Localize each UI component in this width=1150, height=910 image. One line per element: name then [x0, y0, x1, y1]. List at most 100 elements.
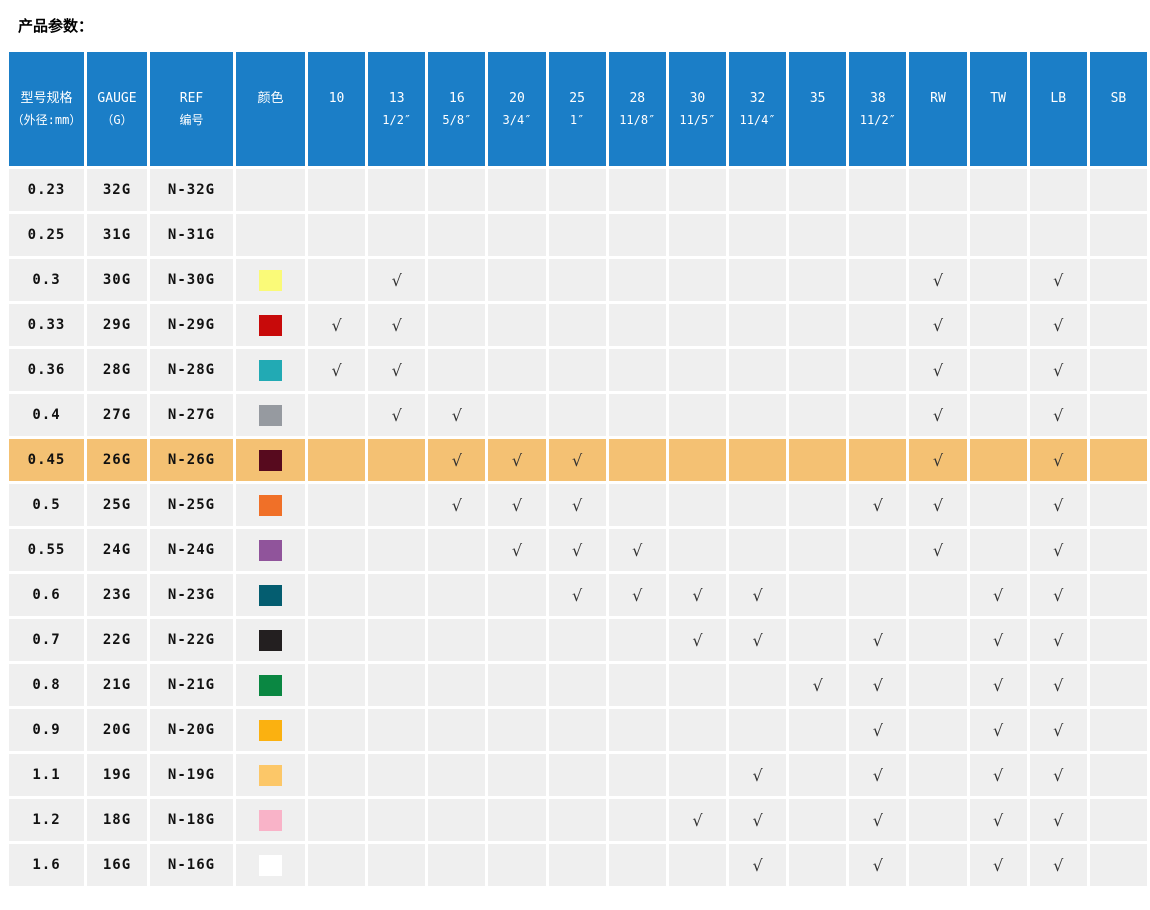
size-inch-label: 5/8″	[442, 113, 472, 127]
ref-cell: N-32G	[150, 169, 233, 211]
size-availability-cell	[728, 304, 787, 346]
table-row: 0.6 23G N-23G √ √ √ √ √ √	[9, 574, 1147, 616]
size-inch-label	[911, 110, 964, 130]
table-row: 0.33 29G N-29G √ √ √ √	[9, 304, 1147, 346]
size-availability-cell: √	[969, 799, 1027, 841]
size-availability-cell	[849, 349, 907, 391]
check-icon: √	[511, 495, 523, 515]
size-availability-cell	[428, 664, 486, 706]
check-icon: √	[632, 585, 643, 605]
size-availability-cell: √	[548, 484, 606, 526]
size-code-label: 38	[870, 91, 886, 106]
ref-cell: N-16G	[150, 844, 233, 886]
size-inch-label	[972, 110, 1025, 130]
size-availability-cell: √	[1029, 844, 1087, 886]
col-header-color-line2	[238, 110, 303, 130]
table-header-row: 型号规格 （外径:mm） GAUGE （G） REF 编号 颜色 10 13 1/2…	[9, 52, 1147, 166]
size-availability-cell: √	[728, 799, 787, 841]
model-cell: 0.6	[9, 574, 84, 616]
size-availability-cell	[308, 754, 366, 796]
size-availability-cell: √	[428, 484, 486, 526]
color-cell	[236, 349, 305, 391]
size-availability-cell	[789, 439, 847, 481]
col-header-size-30: 30 11/5″	[668, 52, 726, 166]
size-availability-cell: √	[1029, 529, 1087, 571]
model-cell: 0.36	[9, 349, 84, 391]
model-cell: 0.25	[9, 214, 84, 256]
check-icon: √	[993, 765, 1004, 785]
size-availability-cell	[428, 169, 486, 211]
size-availability-cell	[849, 574, 907, 616]
size-availability-cell	[608, 259, 666, 301]
size-availability-cell	[488, 214, 546, 256]
size-availability-cell	[488, 754, 546, 796]
size-availability-cell	[969, 529, 1027, 571]
ref-cell: N-21G	[150, 664, 233, 706]
size-availability-cell	[1089, 349, 1147, 391]
color-cell	[236, 484, 305, 526]
check-icon: √	[752, 630, 763, 650]
size-availability-cell	[308, 394, 366, 436]
ref-cell: N-25G	[150, 484, 233, 526]
size-availability-cell	[969, 259, 1027, 301]
size-availability-cell	[308, 439, 366, 481]
size-availability-cell	[308, 484, 366, 526]
gauge-cell: 22G	[87, 619, 147, 661]
size-availability-cell	[308, 574, 366, 616]
size-availability-cell	[608, 844, 666, 886]
size-availability-cell	[308, 664, 366, 706]
model-cell: 0.33	[9, 304, 84, 346]
check-icon: √	[331, 360, 342, 380]
color-swatch	[259, 314, 282, 336]
size-availability-cell: √	[488, 439, 546, 481]
size-availability-cell: √	[849, 664, 907, 706]
size-availability-cell: √	[488, 529, 546, 571]
check-icon: √	[1053, 810, 1064, 830]
check-icon: √	[1053, 855, 1064, 875]
size-availability-cell	[548, 214, 606, 256]
check-icon: √	[872, 495, 883, 515]
size-availability-cell	[909, 214, 967, 256]
size-availability-cell: √	[849, 754, 907, 796]
size-availability-cell	[1089, 844, 1147, 886]
size-availability-cell	[728, 709, 787, 751]
check-icon: √	[572, 540, 583, 560]
table-row: 0.36 28G N-28G √ √ √ √	[9, 349, 1147, 391]
size-code-label: 10	[328, 91, 345, 106]
gauge-cell: 29G	[87, 304, 147, 346]
size-availability-cell	[488, 259, 546, 301]
size-availability-cell	[368, 574, 426, 616]
color-swatch	[259, 269, 282, 291]
size-availability-cell	[728, 349, 787, 391]
color-swatch	[259, 539, 282, 561]
size-availability-cell: √	[1029, 349, 1087, 391]
size-availability-cell	[668, 844, 726, 886]
model-cell: 1.2	[9, 799, 84, 841]
table-row: 0.9 20G N-20G √ √ √	[9, 709, 1147, 751]
size-availability-cell	[368, 844, 426, 886]
size-availability-cell	[668, 484, 726, 526]
size-availability-cell	[488, 709, 546, 751]
size-availability-cell: √	[368, 304, 426, 346]
size-availability-cell	[608, 484, 666, 526]
size-code-label: 25	[569, 91, 585, 106]
col-header-size-28: 28 11/8″	[608, 52, 666, 166]
size-availability-cell	[789, 214, 847, 256]
color-swatch	[259, 629, 282, 651]
check-icon: √	[932, 405, 944, 425]
ref-cell: N-27G	[150, 394, 233, 436]
check-icon: √	[993, 855, 1004, 875]
size-availability-cell	[1089, 664, 1147, 706]
size-availability-cell	[668, 349, 726, 391]
size-availability-cell: √	[969, 619, 1027, 661]
size-availability-cell: √	[488, 484, 546, 526]
col-header-ref-line2: 编号	[179, 113, 204, 127]
col-header-size-13: 13 1/2″	[368, 52, 426, 166]
check-icon: √	[752, 855, 763, 875]
model-cell: 0.7	[9, 619, 84, 661]
model-cell: 0.4	[9, 394, 84, 436]
check-icon: √	[391, 360, 402, 380]
size-availability-cell	[308, 169, 366, 211]
size-availability-cell: √	[548, 529, 606, 571]
size-availability-cell	[608, 799, 666, 841]
